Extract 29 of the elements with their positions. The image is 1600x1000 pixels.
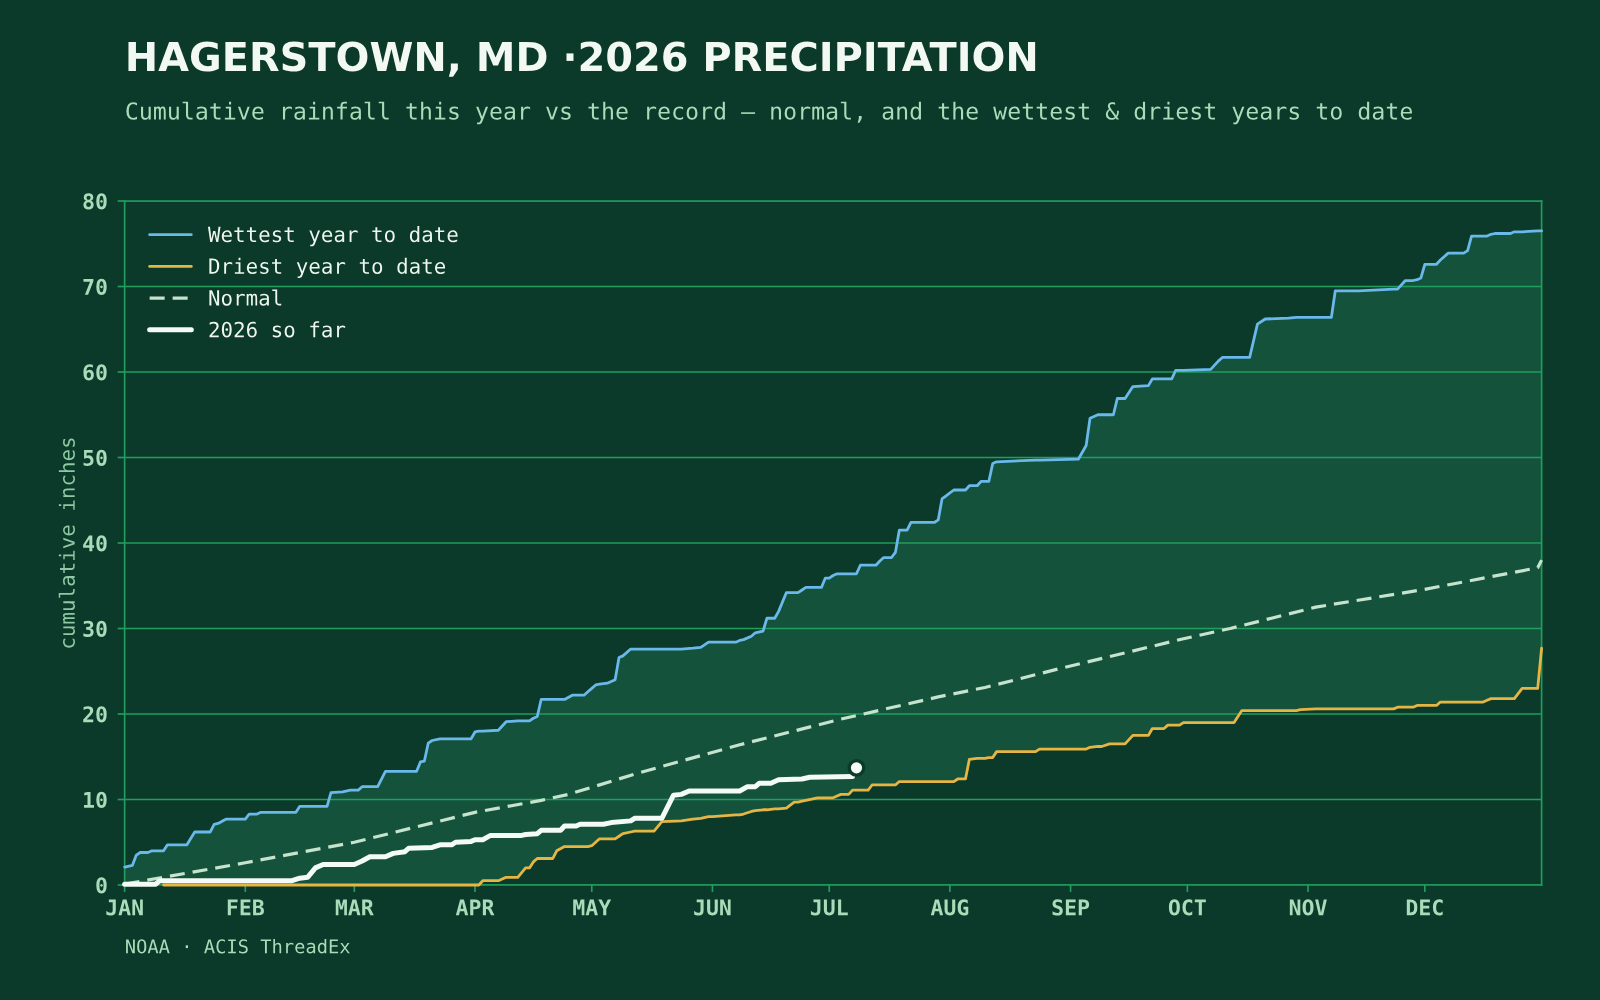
x-tick-label: OCT bbox=[1168, 899, 1206, 916]
x-tick-label: FEB bbox=[227, 899, 264, 916]
x-tick-label: MAY bbox=[573, 899, 612, 916]
y-axis-title: cumulative inches bbox=[58, 438, 75, 648]
y-tick-label: 40 bbox=[83, 535, 107, 552]
x-tick-label: APR bbox=[455, 899, 495, 916]
y-tick-label: 30 bbox=[83, 620, 107, 637]
y-tick-label: 10 bbox=[84, 791, 107, 808]
x-tick-label: JUN bbox=[694, 899, 731, 916]
y-tick-label: 50 bbox=[83, 449, 107, 466]
legend-label: 2026 so far bbox=[209, 321, 346, 338]
y-tick-label: 20 bbox=[83, 706, 107, 723]
x-tick-label: MAR bbox=[335, 899, 374, 916]
x-tick-label: DEC bbox=[1406, 899, 1443, 916]
chart-title: HAGERSTOWN, MD ·2026 PRECIPITATION bbox=[128, 41, 1036, 77]
x-tick-label: AUG bbox=[930, 899, 969, 916]
x-tick-label: NOV bbox=[1289, 899, 1327, 916]
legend-label: Normal bbox=[209, 289, 282, 306]
x-tick-label: SEP bbox=[1052, 899, 1090, 916]
x-tick-label: JUL bbox=[810, 899, 848, 916]
y-tick-label: 70 bbox=[83, 278, 107, 295]
x-tick-label: JAN bbox=[106, 899, 143, 916]
y-tick-label: 80 bbox=[83, 193, 107, 210]
y-tick-label: 0 bbox=[96, 877, 107, 894]
legend-label: Driest year to date bbox=[209, 257, 446, 279]
chart-subtitle: Cumulative rainfall this year vs the record — normal, and the wettest & driest years to date bbox=[126, 101, 1412, 125]
y-tick-label: 60 bbox=[83, 364, 107, 381]
legend-label: Wettest year to date bbox=[207, 226, 458, 247]
text: NOAA · ACIS ThreadEx bbox=[126, 938, 350, 954]
